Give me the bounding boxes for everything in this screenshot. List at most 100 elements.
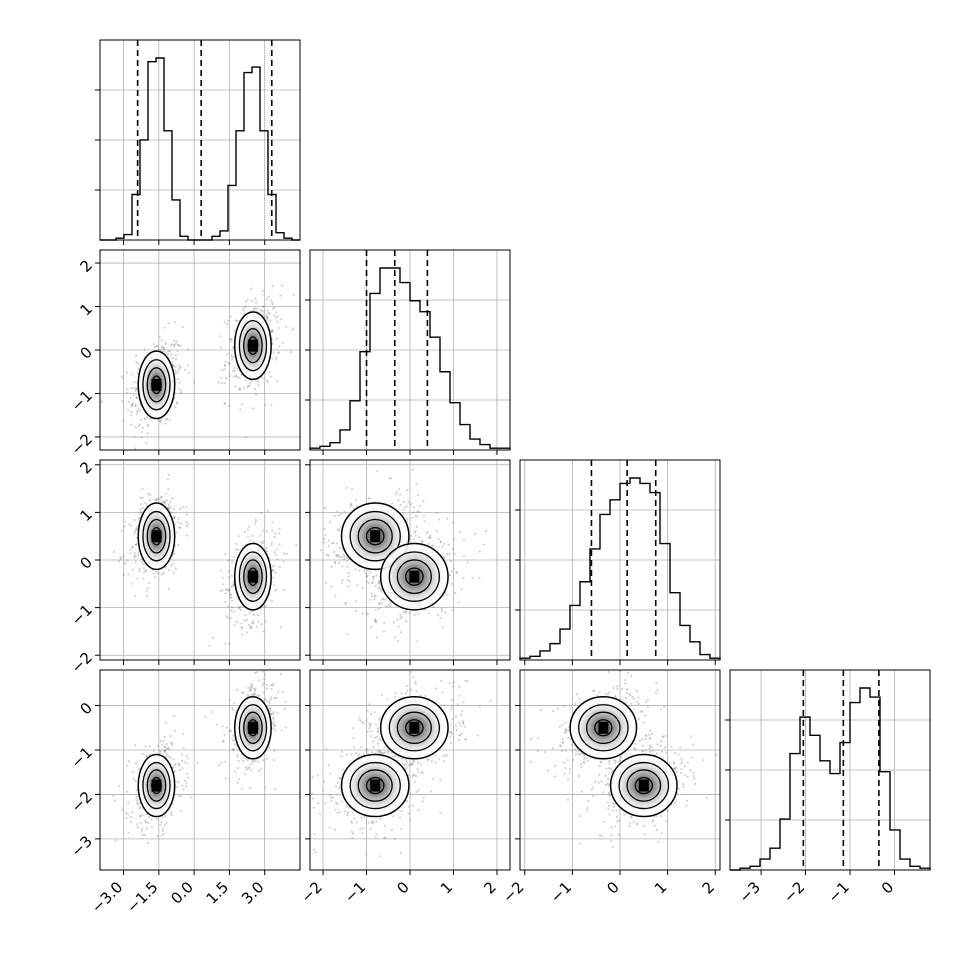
scatter-point: [164, 343, 167, 346]
scatter-point: [476, 734, 479, 737]
scatter-point: [220, 382, 224, 385]
scatter-point: [171, 364, 175, 367]
scatter-point: [408, 818, 412, 822]
scatter-point: [387, 749, 390, 752]
scatter-point: [268, 371, 271, 374]
scatter-point: [383, 752, 386, 755]
scatter-point: [175, 401, 178, 404]
scatter-point: [174, 372, 177, 375]
scatter-point: [145, 441, 148, 444]
scatter-point: [670, 745, 673, 748]
scatter-point: [258, 693, 261, 697]
scatter-point: [679, 746, 682, 749]
y-tick-label: 0: [77, 699, 96, 718]
density-contour: [243, 328, 263, 364]
scatter-point: [385, 605, 388, 608]
scatter-point: [144, 821, 148, 824]
scatter-point: [378, 602, 381, 605]
scatter-point: [378, 737, 381, 740]
scatter-point: [273, 697, 276, 700]
scatter-point: [255, 301, 258, 304]
scatter-point: [632, 820, 635, 823]
scatter-point: [614, 825, 617, 828]
scatter-point: [338, 811, 341, 814]
scatter-point: [270, 330, 274, 333]
scatter-point: [371, 581, 374, 585]
scatter-point: [648, 750, 652, 753]
scatter-point: [442, 760, 445, 763]
scatter-point: [406, 517, 409, 520]
scatter-point: [174, 406, 177, 409]
scatter-point: [250, 693, 253, 696]
scatter-point: [446, 753, 449, 757]
scatter-point: [379, 750, 382, 753]
scatter-point: [232, 739, 236, 742]
density-peak: [370, 530, 381, 543]
scatter-point: [269, 706, 272, 710]
scatter-point: [138, 570, 141, 573]
scatter-point: [373, 736, 376, 739]
scatter-point: [335, 542, 339, 545]
scatter-point: [121, 808, 124, 811]
scatter-point: [399, 613, 402, 616]
scatter-point: [136, 577, 139, 580]
scatter-point: [385, 750, 388, 753]
scatter-point: [231, 708, 235, 711]
scatter-point: [164, 351, 167, 354]
scatter-point: [454, 724, 457, 727]
density-contour: [349, 510, 401, 562]
scatter-point: [260, 541, 263, 544]
scatter-point: [693, 782, 697, 785]
scatter-point: [230, 596, 233, 600]
scatter-point: [172, 507, 175, 511]
scatter-point: [378, 750, 381, 753]
scatter-point: [330, 565, 333, 568]
scatter-point: [229, 596, 232, 599]
scatter-point: [261, 289, 265, 292]
scatter-point: [368, 727, 371, 730]
scatter-point: [135, 413, 138, 416]
scatter-point: [371, 821, 375, 824]
scatter-point: [366, 709, 369, 713]
scatter-point: [246, 693, 249, 696]
scatter-point: [251, 759, 255, 762]
scatter-point: [665, 751, 668, 754]
scatter-point: [249, 688, 252, 692]
scatter-point: [271, 712, 275, 716]
y-tick-label: −2: [68, 788, 96, 816]
scatter-point: [248, 786, 251, 790]
scatter-point: [366, 730, 369, 733]
scatter-point: [330, 585, 333, 588]
density-contour: [137, 350, 176, 420]
scatter-point: [177, 521, 180, 524]
scatter-point: [378, 582, 381, 585]
scatter-point: [274, 553, 277, 557]
scatter-point: [394, 692, 397, 695]
scatter-point: [178, 526, 181, 529]
scatter-point: [414, 530, 417, 533]
scatter-point: [419, 694, 422, 697]
histogram-panel: [515, 459, 721, 665]
scatter-point: [450, 732, 453, 736]
scatter-point: [246, 767, 250, 770]
scatter-point: [563, 772, 566, 776]
scatter-point: [567, 736, 570, 739]
scatter-point: [227, 605, 230, 608]
scatter-point: [139, 821, 142, 825]
scatter-point: [176, 350, 179, 353]
scatter-point: [226, 353, 229, 356]
scatter-point: [393, 837, 396, 841]
scatter-point: [606, 693, 610, 696]
scatter-point: [416, 761, 420, 764]
scatter-point: [580, 790, 584, 793]
scatter-point: [383, 837, 386, 840]
scatter-point: [407, 501, 410, 504]
scatter-point: [126, 790, 129, 793]
scatter-point: [192, 381, 196, 384]
scatter-point: [347, 575, 350, 578]
scatter-point: [245, 618, 249, 621]
scatter-point: [451, 717, 454, 720]
scatter-point: [173, 321, 177, 324]
scatter-point: [187, 371, 190, 375]
scatter-point: [283, 707, 287, 711]
